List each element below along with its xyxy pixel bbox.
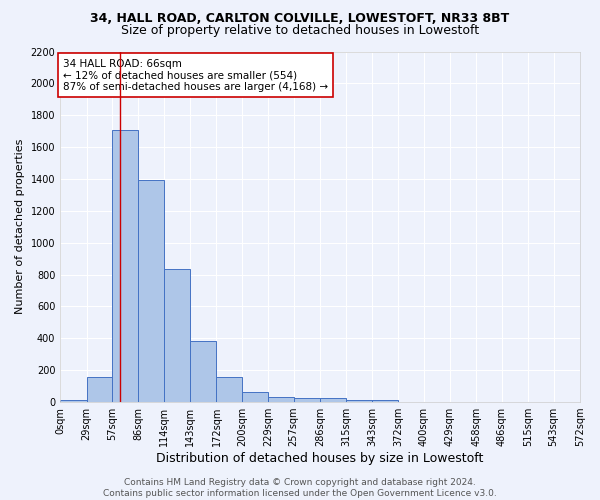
Bar — [217, 376, 242, 402]
Bar — [320, 398, 346, 402]
Text: Size of property relative to detached houses in Lowestoft: Size of property relative to detached ho… — [121, 24, 479, 37]
Bar — [294, 398, 320, 402]
Bar — [86, 378, 112, 402]
Bar — [268, 396, 294, 402]
Y-axis label: Number of detached properties: Number of detached properties — [15, 139, 25, 314]
Bar — [112, 130, 139, 402]
Bar — [139, 180, 164, 402]
Bar — [164, 269, 190, 402]
Bar — [190, 340, 217, 402]
Text: Contains HM Land Registry data © Crown copyright and database right 2024.
Contai: Contains HM Land Registry data © Crown c… — [103, 478, 497, 498]
Text: 34 HALL ROAD: 66sqm
← 12% of detached houses are smaller (554)
87% of semi-detac: 34 HALL ROAD: 66sqm ← 12% of detached ho… — [63, 58, 328, 92]
Bar — [242, 392, 268, 402]
X-axis label: Distribution of detached houses by size in Lowestoft: Distribution of detached houses by size … — [157, 452, 484, 465]
Bar — [372, 400, 398, 402]
Text: 34, HALL ROAD, CARLTON COLVILLE, LOWESTOFT, NR33 8BT: 34, HALL ROAD, CARLTON COLVILLE, LOWESTO… — [91, 12, 509, 26]
Bar — [60, 400, 86, 402]
Bar — [346, 400, 372, 402]
